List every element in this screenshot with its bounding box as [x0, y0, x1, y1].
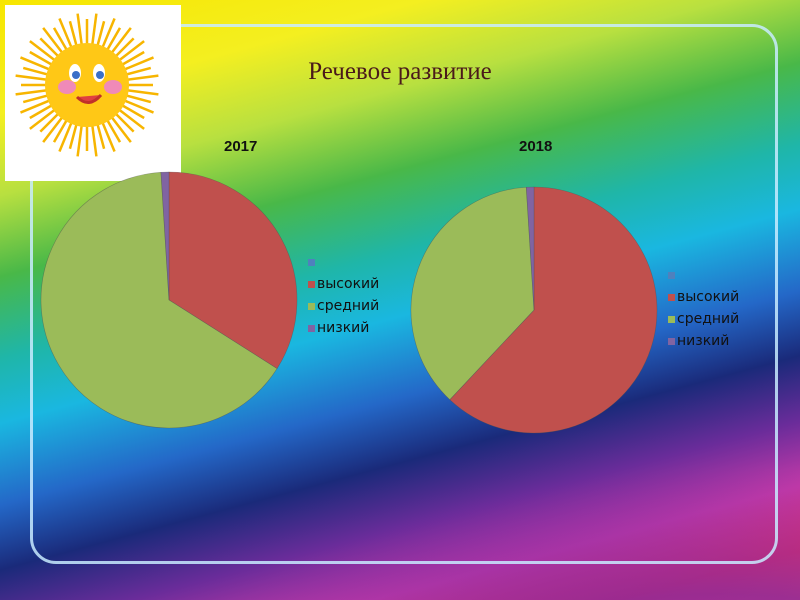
pie-slice-2017-1	[40, 171, 278, 429]
pie-slice-2017-2	[160, 171, 170, 301]
pie-slice-2018-1	[410, 186, 535, 401]
legend-swatch	[668, 315, 675, 323]
legend-item-blank	[308, 251, 379, 273]
legend-swatch	[308, 324, 315, 332]
legend-swatch	[668, 337, 675, 345]
pie-slice-2017-0	[168, 171, 298, 370]
legend-item-high: высокий	[668, 286, 739, 308]
slide-frame	[30, 24, 778, 564]
sun-image: /* rays drawn below */	[5, 5, 181, 181]
legend-2018: высокий средний низкий	[668, 264, 739, 352]
legend-item-medium: средний	[308, 295, 379, 317]
pie-slice-2018-2	[525, 186, 535, 311]
chart-title-2018: 2018	[519, 138, 553, 155]
legend-item-high: высокий	[308, 273, 379, 295]
pie-slice-2018-0	[449, 186, 658, 434]
legend-label: высокий	[317, 276, 380, 292]
legend-swatch	[308, 302, 315, 310]
legend-swatch	[308, 258, 315, 266]
legend-label: низкий	[677, 333, 730, 349]
sun-icon: /* rays drawn below */	[15, 13, 159, 157]
slide-title: Речевое развитие	[308, 58, 492, 85]
legend-item-medium: средний	[668, 308, 739, 330]
legend-item-low: низкий	[308, 317, 379, 339]
legend-label: средний	[677, 311, 740, 327]
legend-item-blank	[668, 264, 739, 286]
legend-swatch	[668, 293, 675, 301]
legend-swatch	[668, 271, 675, 279]
legend-item-low: низкий	[668, 330, 739, 352]
legend-2017: высокий средний низкий	[308, 251, 379, 339]
chart-title-2017: 2017	[224, 138, 258, 155]
legend-label: средний	[317, 298, 380, 314]
legend-label: низкий	[317, 320, 370, 336]
legend-label: высокий	[677, 289, 740, 305]
legend-swatch	[308, 280, 315, 288]
